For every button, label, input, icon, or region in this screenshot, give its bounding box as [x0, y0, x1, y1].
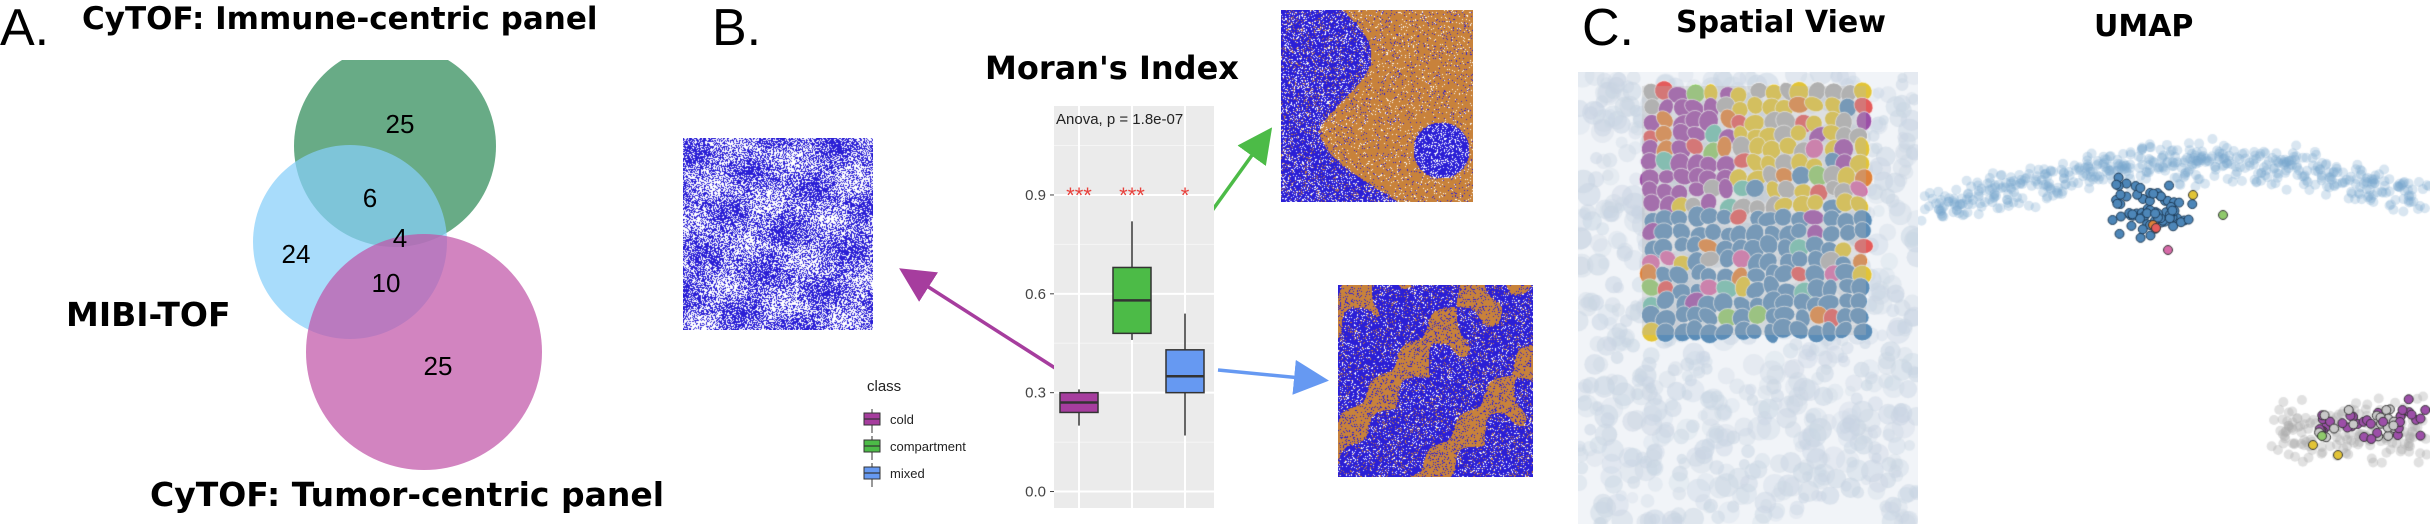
- venn-count-immune-mibi: 6: [363, 183, 377, 213]
- spatial-view-image: [1578, 72, 1918, 524]
- box-mixed: [1165, 349, 1205, 394]
- legend-title: class: [867, 378, 901, 395]
- spatial-view-title: Spatial View: [1676, 5, 1886, 40]
- arrow-to-cold: [899, 268, 1067, 377]
- venn-count-immune-only: 25: [386, 109, 415, 139]
- venn-circle-tumor: [306, 234, 542, 470]
- tissue-image-compartment: [1281, 10, 1473, 202]
- legend-label-cold: cold: [890, 412, 914, 427]
- legend-label-compartment: compartment: [890, 439, 966, 454]
- tissue-image-mixed: [1338, 285, 1533, 477]
- tissue-image-cold: [683, 138, 873, 330]
- significance-marker: *: [1181, 183, 1190, 208]
- venn-diagram: 25 6 24 4 10 25: [253, 60, 542, 470]
- significance-marker: ***: [1066, 183, 1092, 208]
- morans-boxplot: Anova, p = 1.8e-07 *** *** * 0.00.30.60.9 …: [863, 106, 1214, 508]
- morans-index-title: Moran's Index: [985, 49, 1239, 87]
- umap-title: UMAP: [2094, 9, 2194, 44]
- y-tick-label: 0.9: [1025, 187, 1046, 204]
- panel-a-letter: A.: [0, 0, 50, 57]
- panel-b-letter: B.: [712, 0, 762, 57]
- y-tick-label: 0.0: [1025, 484, 1046, 501]
- venn-count-mibi-tumor: 10: [372, 268, 401, 298]
- y-tick-label: 0.3: [1025, 385, 1046, 402]
- y-tick-label: 0.6: [1025, 286, 1046, 303]
- arrow-to-mixed: [1217, 359, 1329, 395]
- umap-scatter: [1918, 100, 2430, 520]
- legend-label-mixed: mixed: [890, 466, 925, 481]
- significance-marker: ***: [1119, 183, 1145, 208]
- panel-c-letter: C.: [1582, 0, 1634, 57]
- venn-title-immune: CyTOF: Immune-centric panel: [82, 1, 598, 37]
- venn-count-all-three: 4: [393, 223, 407, 253]
- venn-title-tumor: CyTOF: Tumor-centric panel: [150, 475, 665, 514]
- venn-count-mibi-only: 24: [282, 239, 311, 269]
- venn-title-mibi: MIBI-TOF: [66, 295, 231, 334]
- anova-label: Anova, p = 1.8e-07: [1056, 111, 1183, 128]
- venn-count-tumor-only: 25: [424, 351, 453, 381]
